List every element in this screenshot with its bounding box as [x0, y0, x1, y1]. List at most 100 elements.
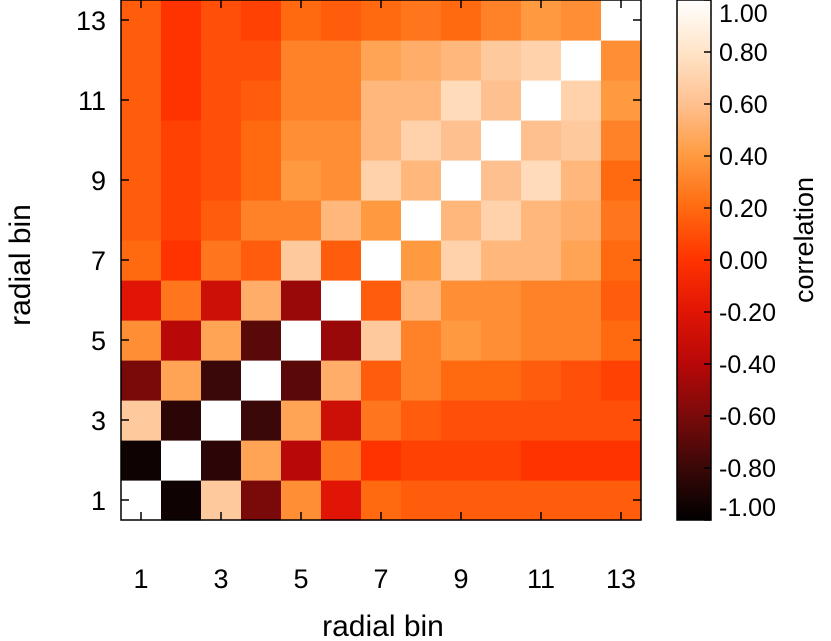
y-tick-label: 11 [78, 86, 106, 116]
heatmap-cell [561, 480, 602, 521]
heatmap-cell [321, 160, 362, 201]
colorbar-tick-label: -0.20 [719, 299, 776, 327]
heatmap-cell [241, 40, 282, 81]
colorbar-tick-label: -0.80 [719, 455, 776, 483]
heatmap-cell [521, 400, 562, 441]
colorbar-tick-label: 0.40 [719, 143, 768, 171]
heatmap-cell [521, 40, 562, 81]
heatmap-cell [361, 320, 402, 361]
heatmap-cell [201, 240, 242, 281]
heatmap-cell [601, 120, 642, 161]
heatmap-cell [401, 360, 442, 401]
heatmap-cell [481, 200, 522, 241]
heatmap-cell [161, 360, 202, 401]
colorbar-tick-label: 0.20 [719, 195, 768, 223]
colorbar-tick-label: -0.40 [719, 351, 776, 379]
heatmap-cell [161, 480, 202, 521]
heatmap-cell [321, 360, 362, 401]
heatmap-cell [401, 40, 442, 81]
heatmap-cell [601, 40, 642, 81]
heatmap-cell [361, 440, 402, 481]
heatmap-cell [321, 320, 362, 361]
heatmap-cell [161, 240, 202, 281]
heatmap-cell [321, 440, 362, 481]
heatmap-cell [281, 80, 322, 121]
heatmap-cell [401, 80, 442, 121]
heatmap-cell [241, 280, 282, 321]
heatmap-cell [521, 320, 562, 361]
y-tick-label: 9 [91, 166, 106, 196]
heatmap-cell [201, 360, 242, 401]
y-axis-label: radial bin [4, 204, 37, 326]
heatmap-cell [561, 0, 602, 41]
heatmap-cell [521, 280, 562, 321]
y-tick-label: 3 [91, 406, 106, 436]
heatmap-cell [201, 280, 242, 321]
y-tick-label: 5 [91, 326, 106, 356]
heatmap-cell [281, 440, 322, 481]
heatmap-cell [361, 160, 402, 201]
heatmap-cell [561, 120, 602, 161]
heatmap-cell [201, 400, 242, 441]
heatmap-cell [241, 200, 282, 241]
colorbar-tick-label: 0.80 [719, 39, 768, 67]
heatmap-cell [521, 160, 562, 201]
heatmap-cell [241, 120, 282, 161]
heatmap-cell [481, 280, 522, 321]
heatmap-cell [281, 200, 322, 241]
heatmap-cell [441, 240, 482, 281]
heatmap-cell [241, 320, 282, 361]
heatmap-cell [321, 400, 362, 441]
heatmap-cell [361, 240, 402, 281]
heatmap-cell [161, 200, 202, 241]
heatmap-cell [361, 40, 402, 81]
heatmap-cell [241, 240, 282, 281]
heatmap-cell [321, 280, 362, 321]
heatmap-cell [281, 400, 322, 441]
heatmap-cell [201, 200, 242, 241]
heatmap-cell [561, 240, 602, 281]
heatmap-cell [241, 80, 282, 121]
heatmap-cell [401, 280, 442, 321]
heatmap-cell [281, 160, 322, 201]
heatmap-cell [361, 400, 402, 441]
heatmap-cell [401, 240, 442, 281]
heatmap-cell [401, 160, 442, 201]
heatmap-cell [201, 440, 242, 481]
heatmap-cell [601, 440, 642, 481]
heatmap-cell [161, 280, 202, 321]
x-axis-label: radial bin [322, 610, 444, 641]
heatmap-cell [161, 80, 202, 121]
colorbar-ticks: 1.00 0.80 0.60 0.40 0.20 0.00 -0.20 -0.40 -0.60 -… [704, 0, 776, 522]
heatmap-cell [321, 80, 362, 121]
heatmap-cell [481, 400, 522, 441]
heatmap-cell [321, 240, 362, 281]
heatmap-cell [121, 360, 162, 401]
heatmap-cell [601, 360, 642, 401]
heatmap-cell [441, 440, 482, 481]
heatmap-cell [481, 440, 522, 481]
heatmap-cell [321, 0, 362, 41]
heatmap-cell [121, 440, 162, 481]
heatmap-cell [481, 160, 522, 201]
x-tick-label: 9 [453, 564, 468, 594]
heatmap-cell [441, 400, 482, 441]
colorbar-tick-label: 0.60 [719, 91, 768, 119]
heatmap-cell [201, 320, 242, 361]
heatmap-cell [121, 200, 162, 241]
colorbar-tick-label: 1.00 [719, 0, 768, 28]
heatmap-cell [561, 320, 602, 361]
heatmap-cell [161, 0, 202, 41]
heatmap-cell [401, 400, 442, 441]
heatmap-cell [561, 440, 602, 481]
x-tick-label: 1 [133, 564, 148, 594]
heatmap-cell [281, 280, 322, 321]
heatmap-cell [561, 280, 602, 321]
heatmap-cell [121, 280, 162, 321]
heatmap-cell [561, 400, 602, 441]
heatmap-cell [561, 360, 602, 401]
heatmap-cell [601, 280, 642, 321]
heatmap-cells [121, 0, 642, 521]
heatmap-cell [201, 160, 242, 201]
